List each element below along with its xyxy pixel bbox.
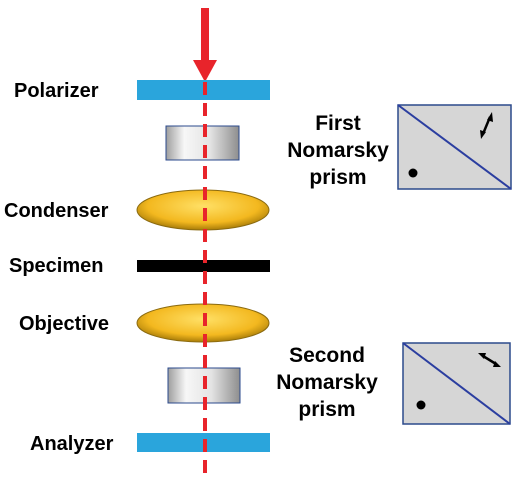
first-prism-arrowhead-top [487, 112, 493, 122]
polarizer-label: Polarizer [14, 80, 99, 102]
second-prism-caption-line2: Nomarsky [276, 371, 378, 394]
objective-label: Objective [19, 313, 109, 335]
incoming-beam [201, 8, 209, 64]
second-prism-arrowhead-right [493, 361, 501, 367]
second-prism-caption-line3: prism [298, 398, 355, 421]
condenser-label: Condenser [4, 200, 109, 222]
first-prism-block [165, 125, 240, 161]
incoming-beam-arrowhead [193, 60, 217, 82]
second-prism-caption-line1: Second [289, 344, 365, 367]
second-prism-axis-dot [416, 400, 426, 410]
first-prism-diagonal [397, 104, 512, 190]
first-prism-axis-dot [408, 168, 418, 178]
first-prism-caption-line3: prism [309, 166, 366, 189]
specimen-label: Specimen [9, 255, 103, 277]
second-prism-arrowhead-left [478, 353, 486, 359]
second-prism-detail [402, 342, 511, 425]
first-prism-detail [397, 104, 512, 190]
first-prism-caption-line2: Nomarsky [287, 139, 389, 162]
second-prism-diagonal [402, 342, 511, 425]
first-prism-arrowhead-bottom [480, 130, 486, 139]
analyzer-label: Analyzer [30, 433, 114, 455]
first-prism-caption-line1: First [315, 112, 361, 135]
second-prism-axis-arrow [482, 354, 497, 366]
specimen-slab [137, 260, 270, 272]
